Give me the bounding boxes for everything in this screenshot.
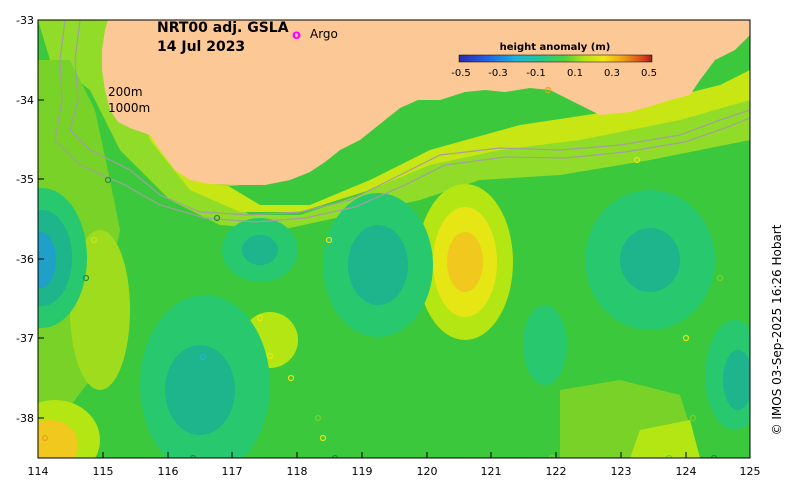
- argo-legend-marker: o: [292, 28, 301, 43]
- colorbar-tick: 0.3: [604, 68, 620, 79]
- y-tick-label: -37: [16, 332, 34, 345]
- x-axis: 114 115 116 117 118 119 120 121 122 123 …: [28, 452, 761, 478]
- argo-float: [319, 434, 327, 442]
- x-tick-label: 125: [740, 465, 761, 478]
- plot-frame: [37, 19, 751, 459]
- coastal-high-band: [120, 20, 750, 212]
- isobath-200m: [69, 20, 750, 216]
- argo-float: [314, 414, 322, 422]
- argo-float: [331, 454, 339, 458]
- isobath-1000m: [54, 20, 750, 223]
- argo-float: [189, 454, 197, 458]
- argo-float: [325, 236, 333, 244]
- colorbar-tick: -0.3: [488, 68, 508, 79]
- y-tick-label: -36: [16, 253, 34, 266]
- argo-float: [633, 156, 641, 164]
- colorbar-tick: 0.1: [567, 68, 583, 79]
- colorbar-tick: 0.5: [641, 68, 657, 79]
- x-tick-label: 119: [352, 465, 373, 478]
- y-axis: -33 -34 -35 -36 -37 -38: [16, 14, 44, 425]
- credit-text: © IMOS 03-Sep-2025 16:26 Hobart: [770, 224, 784, 435]
- colorbar-title: height anomaly (m): [500, 42, 611, 53]
- argo-float: [90, 236, 98, 244]
- argo-markers: [41, 86, 750, 458]
- cold-patch-east-core: [723, 350, 750, 410]
- cold-eddy-119-core: [348, 225, 408, 305]
- southeast-warm-patch: [630, 420, 700, 458]
- x-tick-label: 123: [611, 465, 632, 478]
- x-tick-label: 124: [676, 465, 697, 478]
- argo-float: [41, 434, 49, 442]
- argo-float: [213, 214, 221, 222]
- y-tick-label: -34: [16, 94, 34, 107]
- argo-float: [548, 454, 556, 458]
- x-tick-label: 118: [287, 465, 308, 478]
- cold-patch-121: [523, 305, 567, 385]
- sw-warm-core: [38, 420, 78, 458]
- argo-float: [199, 353, 207, 361]
- colorbar-gradient: [458, 54, 653, 63]
- argo-float: [256, 314, 264, 322]
- argo-float: [682, 334, 690, 342]
- y-tick-label: -35: [16, 173, 34, 186]
- y-tick-label: -38: [16, 412, 34, 425]
- x-tick-label: 121: [481, 465, 502, 478]
- y-tick-label: -33: [16, 14, 34, 27]
- warm-eddy-core: [447, 232, 483, 292]
- x-tick-label: 117: [222, 465, 243, 478]
- argo-float: [544, 86, 552, 94]
- x-tick-label: 122: [546, 465, 567, 478]
- argo-float: [716, 274, 724, 282]
- argo-float: [710, 454, 718, 458]
- argo-float: [82, 274, 90, 282]
- argo-float: [266, 352, 274, 360]
- argo-legend-label: Argo: [310, 27, 338, 41]
- argo-float: [665, 454, 673, 458]
- map-title: NRT00 adj. GSLA: [157, 20, 289, 36]
- argo-float: [689, 414, 697, 422]
- west-cold-core: [38, 232, 56, 288]
- x-tick-label: 115: [93, 465, 114, 478]
- x-tick-label: 116: [158, 465, 179, 478]
- argo-float: [104, 176, 112, 184]
- contour-label-1000m: 1000m: [108, 101, 150, 115]
- cold-eddy-117-core: [242, 235, 278, 265]
- x-tick-label: 114: [28, 465, 49, 478]
- colorbar: height anomaly (m) -0.5 -0.3 -0.1 0.1 0.…: [451, 42, 657, 79]
- cold-eddy-116-core: [165, 345, 235, 435]
- map-date: 14 Jul 2023: [157, 39, 245, 55]
- cold-eddy-123-core: [620, 228, 680, 292]
- colorbar-tick: -0.5: [451, 68, 471, 79]
- colorbar-tick: -0.1: [526, 68, 546, 79]
- argo-float: [287, 374, 295, 382]
- contour-label-200m: 200m: [108, 85, 143, 99]
- x-tick-label: 120: [417, 465, 438, 478]
